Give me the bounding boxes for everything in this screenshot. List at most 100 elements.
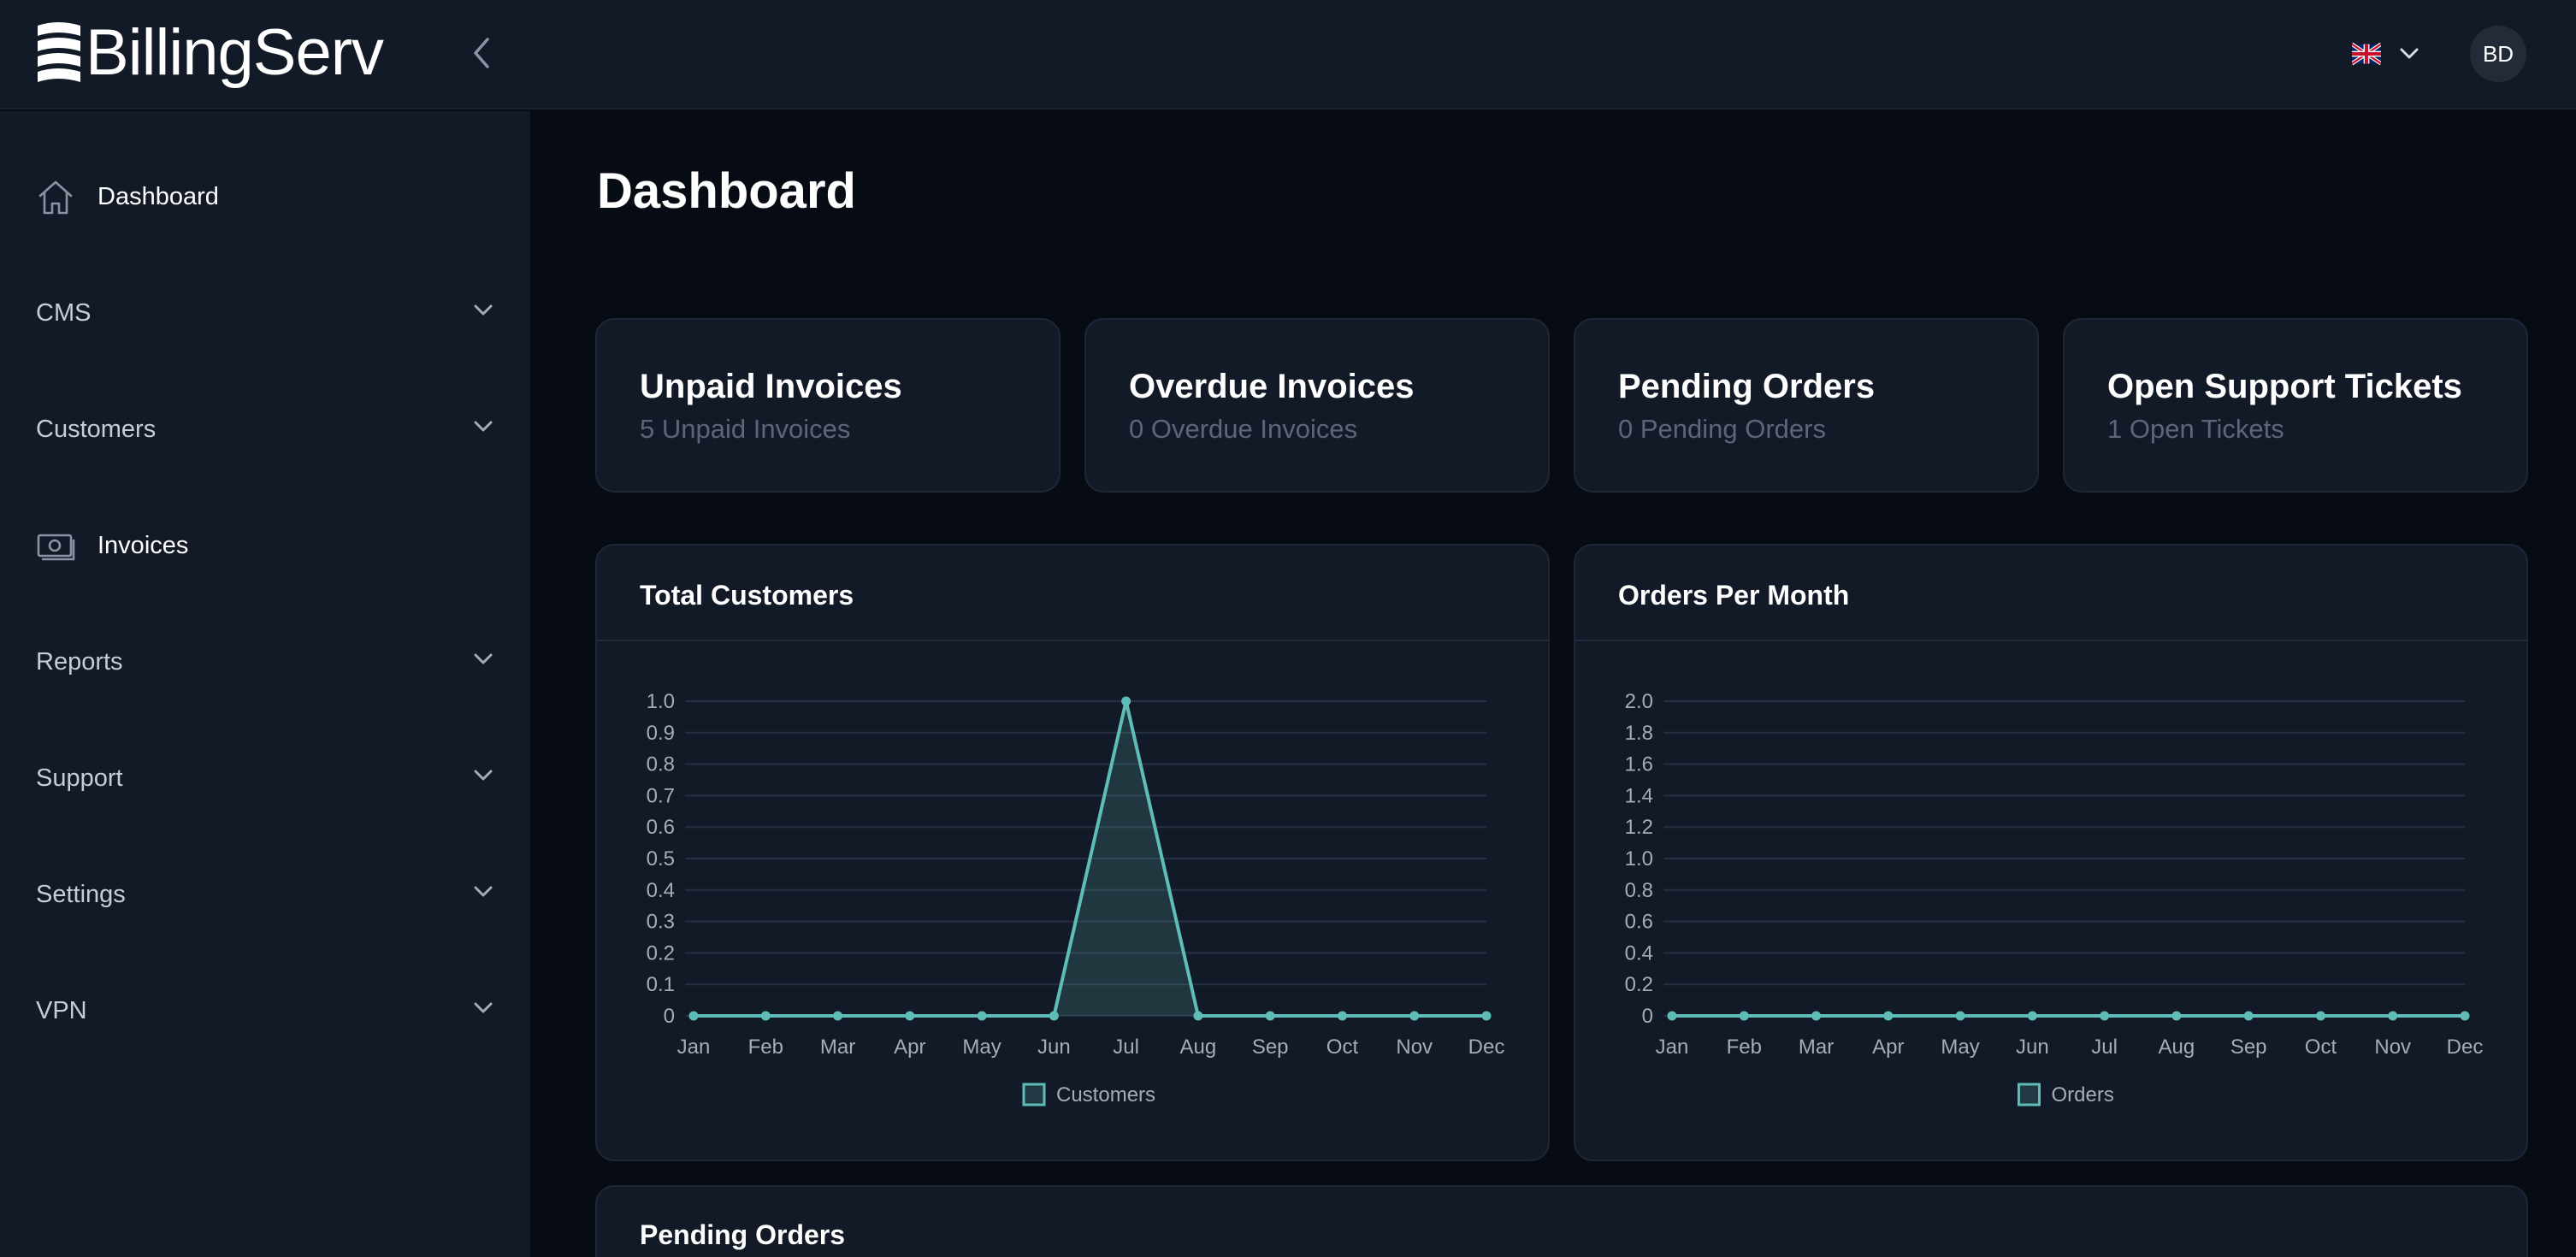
- invoice-icon: [37, 534, 75, 561]
- chevron-down-icon: [474, 304, 493, 316]
- x-tick-label: Feb: [1727, 1036, 1762, 1059]
- sidebar-item-label: Settings: [36, 880, 126, 908]
- x-tick-label: May: [1941, 1036, 1979, 1059]
- sidebar-item-support[interactable]: Support: [0, 744, 530, 812]
- series-line: [694, 699, 1486, 1018]
- divider: [597, 640, 1548, 641]
- data-point[interactable]: [2315, 1011, 2325, 1021]
- sidebar-item-cms[interactable]: CMS: [0, 279, 530, 347]
- data-point[interactable]: [1049, 1011, 1059, 1021]
- x-tick-label: Dec: [2447, 1036, 2484, 1059]
- stat-card-pending-orders[interactable]: Pending Orders 0 Pending Orders: [1574, 318, 2039, 493]
- x-tick-label: Oct: [2305, 1036, 2337, 1059]
- y-tick-label: 0.5: [647, 847, 675, 870]
- chart-title: Orders Per Month: [1618, 580, 1850, 611]
- data-point[interactable]: [1121, 696, 1131, 706]
- sidebar-item-dashboard[interactable]: Dashboard: [0, 162, 530, 231]
- sidebar-item-label: Reports: [36, 647, 123, 676]
- stat-card-unpaid-invoices[interactable]: Unpaid Invoices 5 Unpaid Invoices: [595, 318, 1061, 493]
- data-point[interactable]: [2243, 1011, 2254, 1021]
- y-tick-label: 0.7: [647, 784, 675, 807]
- x-tick-label: Jul: [2091, 1036, 2118, 1059]
- data-point[interactable]: [1883, 1011, 1894, 1021]
- x-tick-label: Mar: [1799, 1036, 1834, 1059]
- data-point[interactable]: [760, 1011, 771, 1021]
- x-tick-label: Jul: [1113, 1036, 1139, 1059]
- logo-mark-icon: [38, 22, 80, 82]
- data-point[interactable]: [2027, 1011, 2037, 1021]
- stat-card-subtitle: 1 Open Tickets: [2107, 414, 2284, 444]
- data-point[interactable]: [688, 1011, 699, 1021]
- sidebar-item-reports[interactable]: Reports: [0, 628, 530, 696]
- y-tick-label: 0.4: [1625, 941, 1653, 965]
- chart-card-orders-per-month: Orders Per Month 0 0.2 0.4 0.6 0.8 1.0 1.2 1.4 1…: [1574, 544, 2528, 1161]
- collapse-sidebar-button[interactable]: [467, 34, 496, 72]
- y-tick-label: 0.8: [647, 753, 675, 776]
- x-tick-label: Jan: [677, 1036, 711, 1059]
- data-point[interactable]: [833, 1011, 843, 1021]
- stat-card-subtitle: 0 Overdue Invoices: [1129, 414, 1358, 444]
- legend-label[interactable]: Orders: [2052, 1083, 2114, 1107]
- home-icon: [38, 180, 73, 215]
- stat-card-subtitle: 5 Unpaid Invoices: [640, 414, 851, 444]
- section-title: Pending Orders: [640, 1219, 846, 1250]
- y-tick-label: 1.6: [1625, 753, 1653, 776]
- orders-chart: 0 0.2 0.4 0.6 0.8 1.0 1.2 1.4 1.6 1.8 2.0 Jan Feb Mar…: [1625, 690, 2484, 1107]
- y-tick-label: 1.8: [1625, 722, 1653, 745]
- sidebar-item-label: Support: [36, 764, 123, 792]
- data-point[interactable]: [1739, 1011, 1749, 1021]
- legend-label[interactable]: Customers: [1056, 1083, 1155, 1107]
- y-tick-label: 0: [664, 1005, 675, 1028]
- x-tick-label: Apr: [1872, 1036, 1904, 1059]
- top-bar: BillingServ BD: [0, 0, 2576, 109]
- x-tick-label: Nov: [1396, 1036, 1433, 1059]
- y-tick-label: 1.4: [1625, 784, 1653, 807]
- legend-swatch[interactable]: [1022, 1083, 1046, 1107]
- data-point[interactable]: [1955, 1011, 1965, 1021]
- sidebar-item-invoices[interactable]: Invoices: [0, 511, 530, 580]
- data-point[interactable]: [1481, 1011, 1492, 1021]
- data-point[interactable]: [1265, 1011, 1275, 1021]
- data-point[interactable]: [2388, 1011, 2398, 1021]
- data-point[interactable]: [2171, 1011, 2182, 1021]
- user-avatar[interactable]: BD: [2470, 26, 2526, 82]
- data-point[interactable]: [905, 1011, 915, 1021]
- legend-swatch[interactable]: [2018, 1083, 2041, 1107]
- data-point[interactable]: [2100, 1011, 2110, 1021]
- y-tick-label: 0.6: [647, 816, 675, 839]
- app-name: BillingServ: [86, 16, 384, 89]
- y-tick-label: 1.0: [647, 690, 675, 713]
- sidebar-item-vpn[interactable]: VPN: [0, 977, 530, 1045]
- stat-card-subtitle: 0 Pending Orders: [1618, 414, 1826, 444]
- data-point[interactable]: [977, 1011, 987, 1021]
- logo[interactable]: BillingServ: [34, 16, 384, 89]
- sidebar-item-label: Customers: [36, 415, 157, 443]
- data-point[interactable]: [1667, 1011, 1677, 1021]
- stat-card-title: Overdue Invoices: [1129, 368, 1415, 405]
- data-point[interactable]: [1409, 1011, 1420, 1021]
- y-tick-label: 2.0: [1625, 690, 1653, 713]
- chevron-down-icon: [474, 886, 493, 897]
- x-tick-label: Jun: [1037, 1036, 1071, 1059]
- y-tick-label: 0.2: [647, 941, 675, 965]
- stat-card-title: Open Support Tickets: [2107, 368, 2462, 405]
- data-point[interactable]: [1193, 1011, 1203, 1021]
- data-point[interactable]: [1337, 1011, 1347, 1021]
- chevron-down-icon: [2400, 48, 2419, 59]
- stat-card-overdue-invoices[interactable]: Overdue Invoices 0 Overdue Invoices: [1084, 318, 1550, 493]
- data-point[interactable]: [2460, 1011, 2470, 1021]
- x-tick-label: May: [962, 1036, 1001, 1059]
- y-tick-label: 1.0: [1625, 847, 1653, 870]
- sidebar-item-label: CMS: [36, 298, 92, 327]
- x-tick-label: Jan: [1656, 1036, 1689, 1059]
- sidebar-item-label: Dashboard: [97, 182, 219, 210]
- x-tick-label: Mar: [820, 1036, 855, 1059]
- sidebar-item-customers[interactable]: Customers: [0, 395, 530, 463]
- language-selector[interactable]: [2352, 36, 2419, 72]
- y-tick-label: 0.1: [647, 973, 675, 996]
- data-point[interactable]: [1811, 1011, 1822, 1021]
- sidebar-item-settings[interactable]: Settings: [0, 860, 530, 929]
- y-tick-label: 0.2: [1625, 973, 1653, 996]
- stat-card-open-support-tickets[interactable]: Open Support Tickets 1 Open Tickets: [2063, 318, 2528, 493]
- uk-flag-icon: [2352, 42, 2381, 66]
